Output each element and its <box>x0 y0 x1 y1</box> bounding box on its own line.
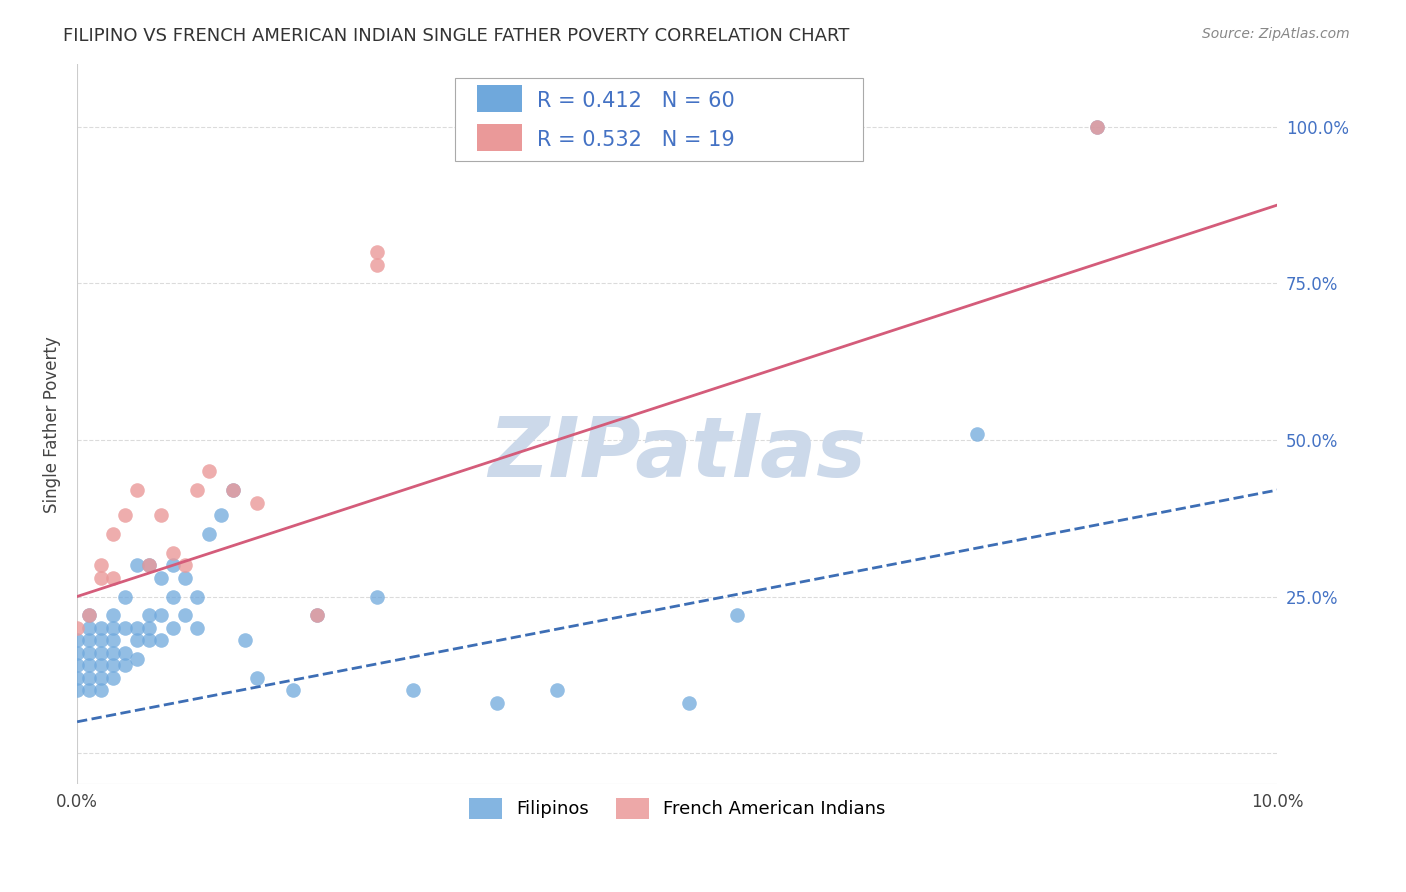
Point <box>90 683 112 698</box>
Point <box>90 671 112 685</box>
Point <box>198 527 221 541</box>
Point <box>174 608 197 623</box>
Text: R = 0.532   N = 19: R = 0.532 N = 19 <box>537 129 734 150</box>
Point <box>114 646 136 660</box>
Point <box>77 633 100 648</box>
Point <box>66 633 89 648</box>
Point <box>138 558 160 573</box>
Point <box>101 658 124 673</box>
Point <box>101 633 124 648</box>
Point <box>150 571 173 585</box>
Point <box>101 571 124 585</box>
Point <box>162 621 184 635</box>
Point <box>66 646 89 660</box>
Point <box>66 621 89 635</box>
Point <box>114 590 136 604</box>
Point <box>138 633 160 648</box>
Point <box>66 671 89 685</box>
FancyBboxPatch shape <box>477 85 523 112</box>
Point <box>366 590 388 604</box>
Point <box>101 608 124 623</box>
Point <box>101 621 124 635</box>
Point <box>209 508 232 522</box>
Point <box>77 646 100 660</box>
Y-axis label: Single Father Poverty: Single Father Poverty <box>44 336 60 513</box>
Point <box>77 608 100 623</box>
Point <box>150 633 173 648</box>
Point <box>90 558 112 573</box>
Point <box>127 483 149 497</box>
Point <box>101 671 124 685</box>
Point <box>114 658 136 673</box>
Point <box>90 633 112 648</box>
Text: R = 0.412   N = 60: R = 0.412 N = 60 <box>537 91 734 111</box>
Point <box>90 658 112 673</box>
Point <box>1087 120 1109 134</box>
Point <box>162 558 184 573</box>
Point <box>77 621 100 635</box>
Point <box>678 696 700 710</box>
Point <box>127 652 149 666</box>
Text: Source: ZipAtlas.com: Source: ZipAtlas.com <box>1202 27 1350 41</box>
Text: ZIPatlas: ZIPatlas <box>488 413 866 493</box>
Point <box>66 683 89 698</box>
FancyBboxPatch shape <box>477 124 523 152</box>
Point <box>174 571 197 585</box>
Point <box>366 244 388 259</box>
Point <box>138 558 160 573</box>
Point <box>77 608 100 623</box>
Point <box>127 633 149 648</box>
Text: FILIPINO VS FRENCH AMERICAN INDIAN SINGLE FATHER POVERTY CORRELATION CHART: FILIPINO VS FRENCH AMERICAN INDIAN SINGL… <box>63 27 849 45</box>
Point <box>101 527 124 541</box>
Point <box>138 608 160 623</box>
Point <box>77 658 100 673</box>
Point <box>307 608 329 623</box>
Point <box>101 646 124 660</box>
Point <box>222 483 245 497</box>
Point <box>114 508 136 522</box>
Point <box>186 621 208 635</box>
Point <box>114 621 136 635</box>
Point <box>402 683 425 698</box>
Point <box>150 608 173 623</box>
Point <box>162 546 184 560</box>
Legend: Filipinos, French American Indians: Filipinos, French American Indians <box>463 790 893 826</box>
Point <box>366 258 388 272</box>
Point <box>222 483 245 497</box>
Point <box>90 646 112 660</box>
Point <box>246 495 269 509</box>
Point <box>174 558 197 573</box>
Point <box>90 571 112 585</box>
Point <box>77 683 100 698</box>
Point <box>150 508 173 522</box>
Point <box>162 590 184 604</box>
Point <box>546 683 568 698</box>
Point <box>66 658 89 673</box>
FancyBboxPatch shape <box>456 78 863 161</box>
Point <box>90 621 112 635</box>
Point <box>77 671 100 685</box>
Point <box>725 608 748 623</box>
Point <box>186 483 208 497</box>
Point <box>283 683 305 698</box>
Point <box>186 590 208 604</box>
Point <box>127 558 149 573</box>
Point <box>307 608 329 623</box>
Point <box>233 633 256 648</box>
Point <box>966 426 988 441</box>
Point <box>486 696 509 710</box>
Point <box>198 464 221 478</box>
Point <box>138 621 160 635</box>
Point <box>246 671 269 685</box>
Point <box>1087 120 1109 134</box>
Point <box>127 621 149 635</box>
